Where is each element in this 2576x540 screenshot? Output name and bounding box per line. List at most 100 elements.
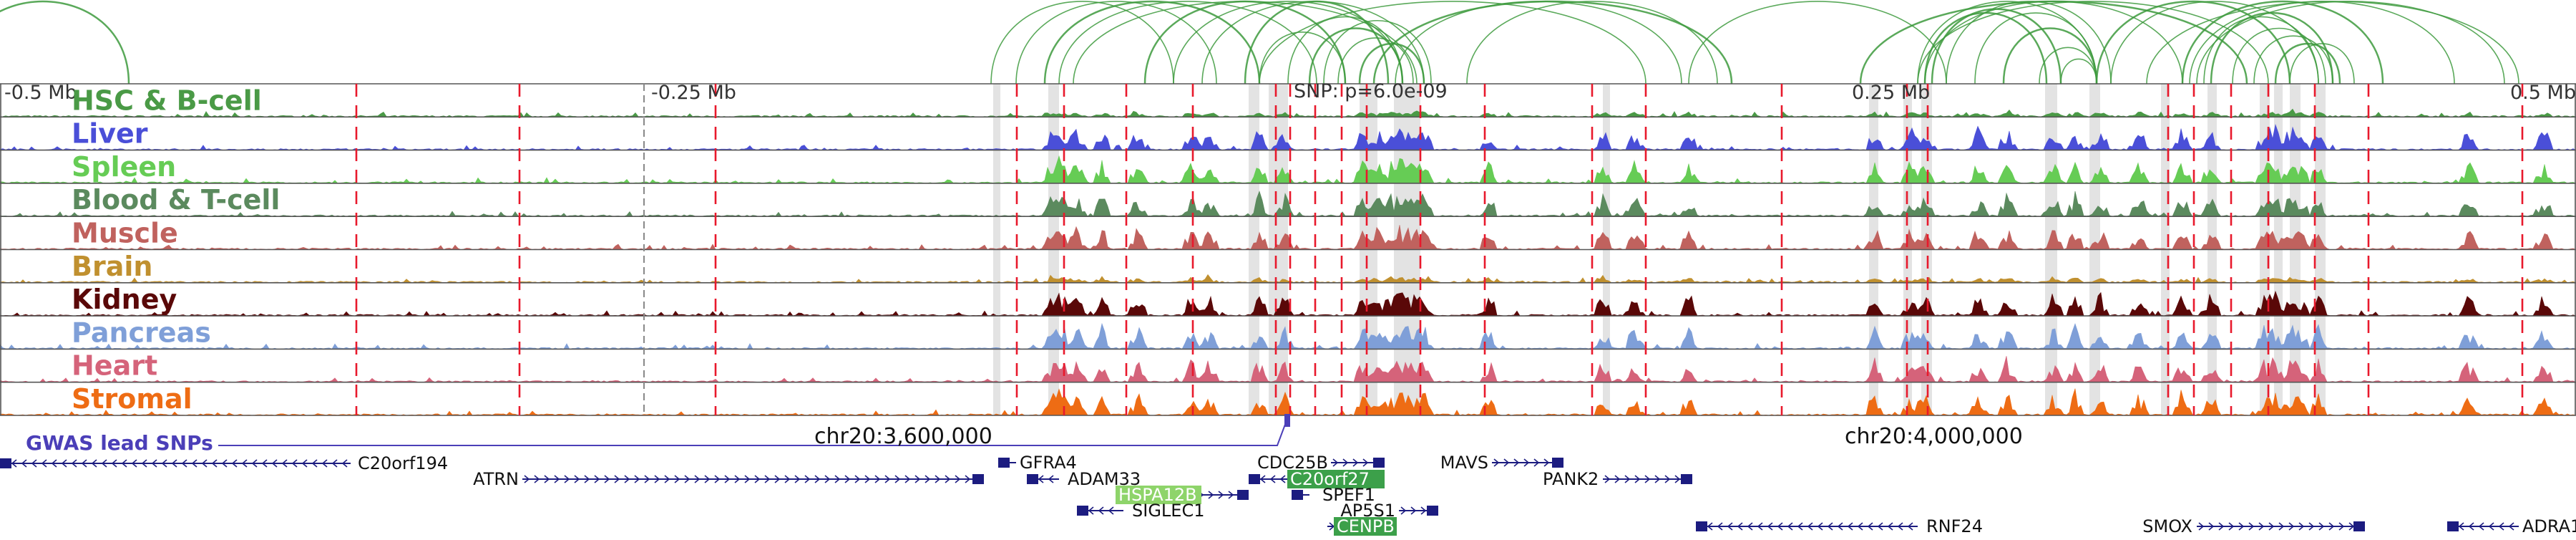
gene-label: SIGLEC1: [1132, 501, 1204, 521]
strand-arrow: [945, 475, 951, 483]
strand-arrow: [2268, 522, 2275, 531]
gwas-connector-line: [218, 416, 1289, 446]
strand-arrow: [764, 475, 771, 483]
track-label-2: Spleen: [72, 151, 176, 183]
strand-arrow: [211, 459, 218, 468]
strand-arrow: [1218, 491, 1224, 499]
strand-arrow: [2468, 522, 2474, 531]
gene-label: C20orf27: [1290, 469, 1370, 489]
strand-arrow: [544, 475, 550, 483]
strand-arrow: [1727, 522, 1733, 531]
signal-track-6: [0, 290, 2576, 317]
strand-arrow: [61, 459, 67, 468]
strand-arrow: [271, 459, 278, 468]
strand-arrow: [854, 475, 861, 483]
loop-arc: [1974, 12, 2097, 85]
strand-arrow: [1048, 475, 1054, 483]
strand-arrow: [1493, 458, 1500, 467]
strand-arrow: [321, 459, 328, 468]
loop-arc: [2095, 0, 2291, 85]
strand-arrow: [171, 459, 177, 468]
strand-arrow: [101, 459, 107, 468]
gene-label: GFRA4: [1020, 453, 1077, 473]
strand-arrow: [1614, 475, 1621, 483]
strand-arrow: [2318, 522, 2325, 531]
strand-arrow: [1533, 458, 1540, 467]
gene-exon: [0, 458, 11, 468]
strand-arrow: [564, 475, 570, 483]
strand-arrow: [181, 459, 187, 468]
strand-arrow: [1332, 458, 1339, 467]
gene-label: ATRN: [473, 469, 519, 489]
coordinate-label-4000000: chr20:4,000,000: [1845, 424, 2023, 449]
strand-arrow: [1604, 475, 1611, 483]
strand-arrow: [524, 475, 530, 483]
gene-atrn: ATRN: [473, 469, 984, 489]
loop-arc: [1372, 0, 1733, 85]
strand-arrow: [191, 459, 197, 468]
strand-arrow: [1907, 522, 1913, 531]
strand-arrow: [51, 459, 57, 468]
lead-snp-pvalue-label: SNP: p=6.0e-09: [1294, 80, 1448, 102]
strand-arrow: [834, 475, 841, 483]
strand-arrow: [604, 475, 610, 483]
loop-arc: [1358, 42, 1425, 85]
loop-arc: [1015, 1, 1217, 85]
loop-arc: [2232, 27, 2326, 85]
loop-arc: [2289, 43, 2355, 85]
strand-arrow: [21, 459, 27, 468]
strand-arrow: [1523, 458, 1530, 467]
strand-arrow: [301, 459, 308, 468]
loop-arc: [1259, 32, 1346, 85]
strand-arrow: [534, 475, 540, 483]
gene-cenpb: CENPB: [1327, 516, 1397, 536]
strand-arrow: [1797, 522, 1803, 531]
loop-arc: [1287, 16, 1403, 85]
gwas-track-label: GWAS lead SNPs: [26, 431, 213, 455]
gene-exon: [2447, 521, 2459, 531]
strand-arrow: [1897, 522, 1903, 531]
strand-arrow: [1503, 458, 1510, 467]
signal-track-1: [0, 123, 2576, 150]
axis-label-half-mb: 0.5 Mb: [2510, 82, 2576, 104]
strand-arrow: [291, 459, 298, 468]
loop-arc: [1688, 1, 1947, 85]
track-label-5: Brain: [72, 251, 152, 282]
strand-arrow: [1807, 522, 1813, 531]
strand-arrow: [81, 459, 87, 468]
gene-gfra4: GFRA4: [998, 453, 1077, 473]
gene-exon: [1077, 506, 1088, 516]
strand-arrow: [241, 459, 248, 468]
strand-arrow: [31, 459, 37, 468]
strand-arrow: [1737, 522, 1743, 531]
strand-arrow: [1543, 458, 1550, 467]
strand-arrow: [131, 459, 137, 468]
strand-arrow: [784, 475, 791, 483]
gene-label: ADRA1D: [2522, 516, 2576, 536]
strand-arrow: [794, 475, 801, 483]
gene-label: RNF24: [1926, 516, 1983, 536]
gene-label: CENPB: [1337, 516, 1395, 536]
loop-arc: [1395, 1, 1682, 85]
gene-cdc25b: CDC25B: [1257, 453, 1385, 473]
strand-arrow: [111, 459, 117, 468]
strand-arrow: [914, 475, 921, 483]
gene-exon: [1237, 490, 1249, 500]
strand-arrow: [694, 475, 701, 483]
loop-arc: [1058, 1, 1317, 85]
gene-c20orf27: C20orf27: [1249, 469, 1385, 489]
axis-label-minus-half-mb: -0.5 Mb: [4, 82, 77, 104]
strand-arrow: [814, 475, 821, 483]
gene-highlight-box: [1116, 486, 1201, 504]
track-label-0: HSC & B-cell: [72, 85, 262, 116]
loop-arc: [1259, 1, 1646, 85]
gene-label: PANK2: [1543, 469, 1599, 489]
strand-arrow: [1757, 522, 1763, 531]
axis-label-minus-quarter-mb: -0.25 Mb: [651, 82, 736, 104]
strand-arrow: [1644, 475, 1651, 483]
strand-arrow: [11, 459, 17, 468]
strand-arrow: [965, 475, 971, 483]
loop-arc: [1859, 0, 2248, 85]
